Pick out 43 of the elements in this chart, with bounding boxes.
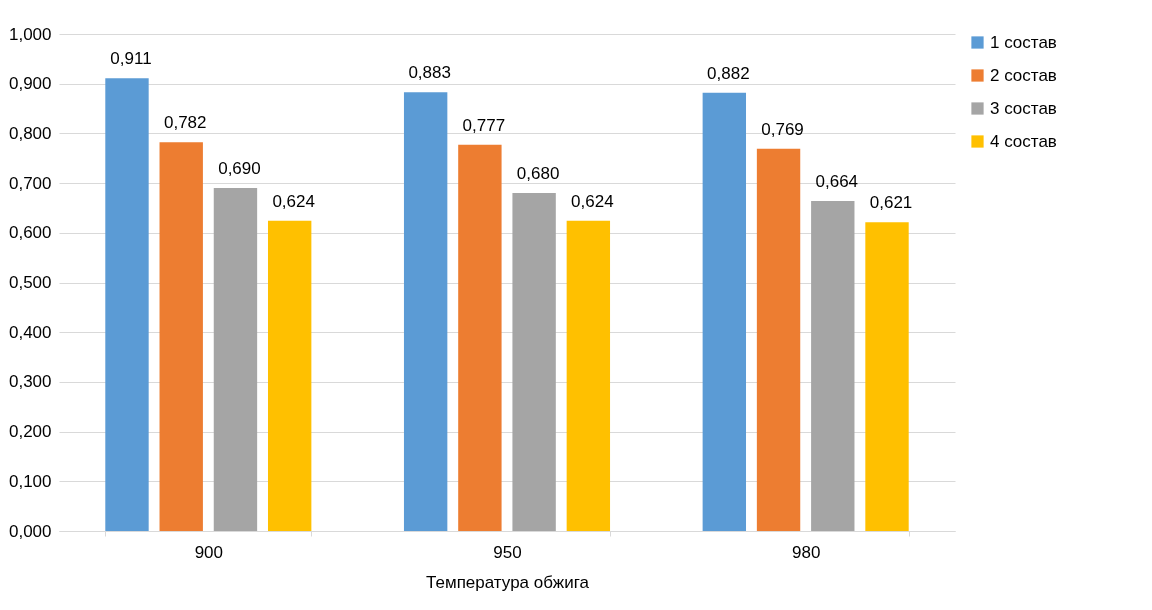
y-tick-label: 0,900 xyxy=(8,74,52,94)
bar xyxy=(159,142,203,531)
data-label: 0,882 xyxy=(707,63,750,83)
bar xyxy=(105,78,149,531)
bar xyxy=(213,188,258,531)
data-label: 0,883 xyxy=(408,63,451,83)
legend-label: 2 состав xyxy=(990,65,1057,85)
x-axis-title: Температура обжига xyxy=(426,572,590,592)
y-tick-label: 0,600 xyxy=(8,223,52,243)
data-label: 0,769 xyxy=(761,119,804,139)
data-label: 0,680 xyxy=(516,164,560,184)
x-tick-label: 900 xyxy=(194,542,224,562)
data-label: 0,664 xyxy=(815,171,859,191)
y-tick-label: 0,300 xyxy=(8,372,52,392)
bar xyxy=(458,144,502,531)
x-tick-label: 950 xyxy=(493,542,522,562)
data-label: 0,690 xyxy=(218,159,261,179)
legend-label: 1 состав xyxy=(990,32,1057,52)
y-tick-label: 0,200 xyxy=(8,422,52,442)
y-tick-label: 1,000 xyxy=(8,24,52,44)
bar xyxy=(811,200,855,531)
bar xyxy=(403,92,448,531)
bar xyxy=(756,148,801,531)
y-tick-label: 0,100 xyxy=(8,471,52,491)
y-tick-label: 0,800 xyxy=(8,123,52,143)
data-label: 0,621 xyxy=(869,193,913,213)
data-label: 0,911 xyxy=(110,49,152,69)
y-tick-label: 0,000 xyxy=(8,521,52,541)
y-tick-label: 0,500 xyxy=(8,273,52,292)
bar xyxy=(702,92,747,531)
data-label: 0,777 xyxy=(462,115,506,135)
legend-label: 4 состав xyxy=(990,131,1057,151)
bar xyxy=(865,222,909,531)
y-tick-label: 0,400 xyxy=(8,322,52,342)
legend-label: 3 состав xyxy=(990,98,1057,118)
bar xyxy=(512,193,556,531)
x-tick-label: 980 xyxy=(791,542,821,562)
bar xyxy=(566,220,611,531)
data-label: 0,624 xyxy=(571,191,614,211)
data-label: 0,624 xyxy=(272,191,315,211)
bar xyxy=(267,220,312,531)
y-tick-label: 0,700 xyxy=(8,173,52,193)
data-label: 0,782 xyxy=(163,113,207,133)
